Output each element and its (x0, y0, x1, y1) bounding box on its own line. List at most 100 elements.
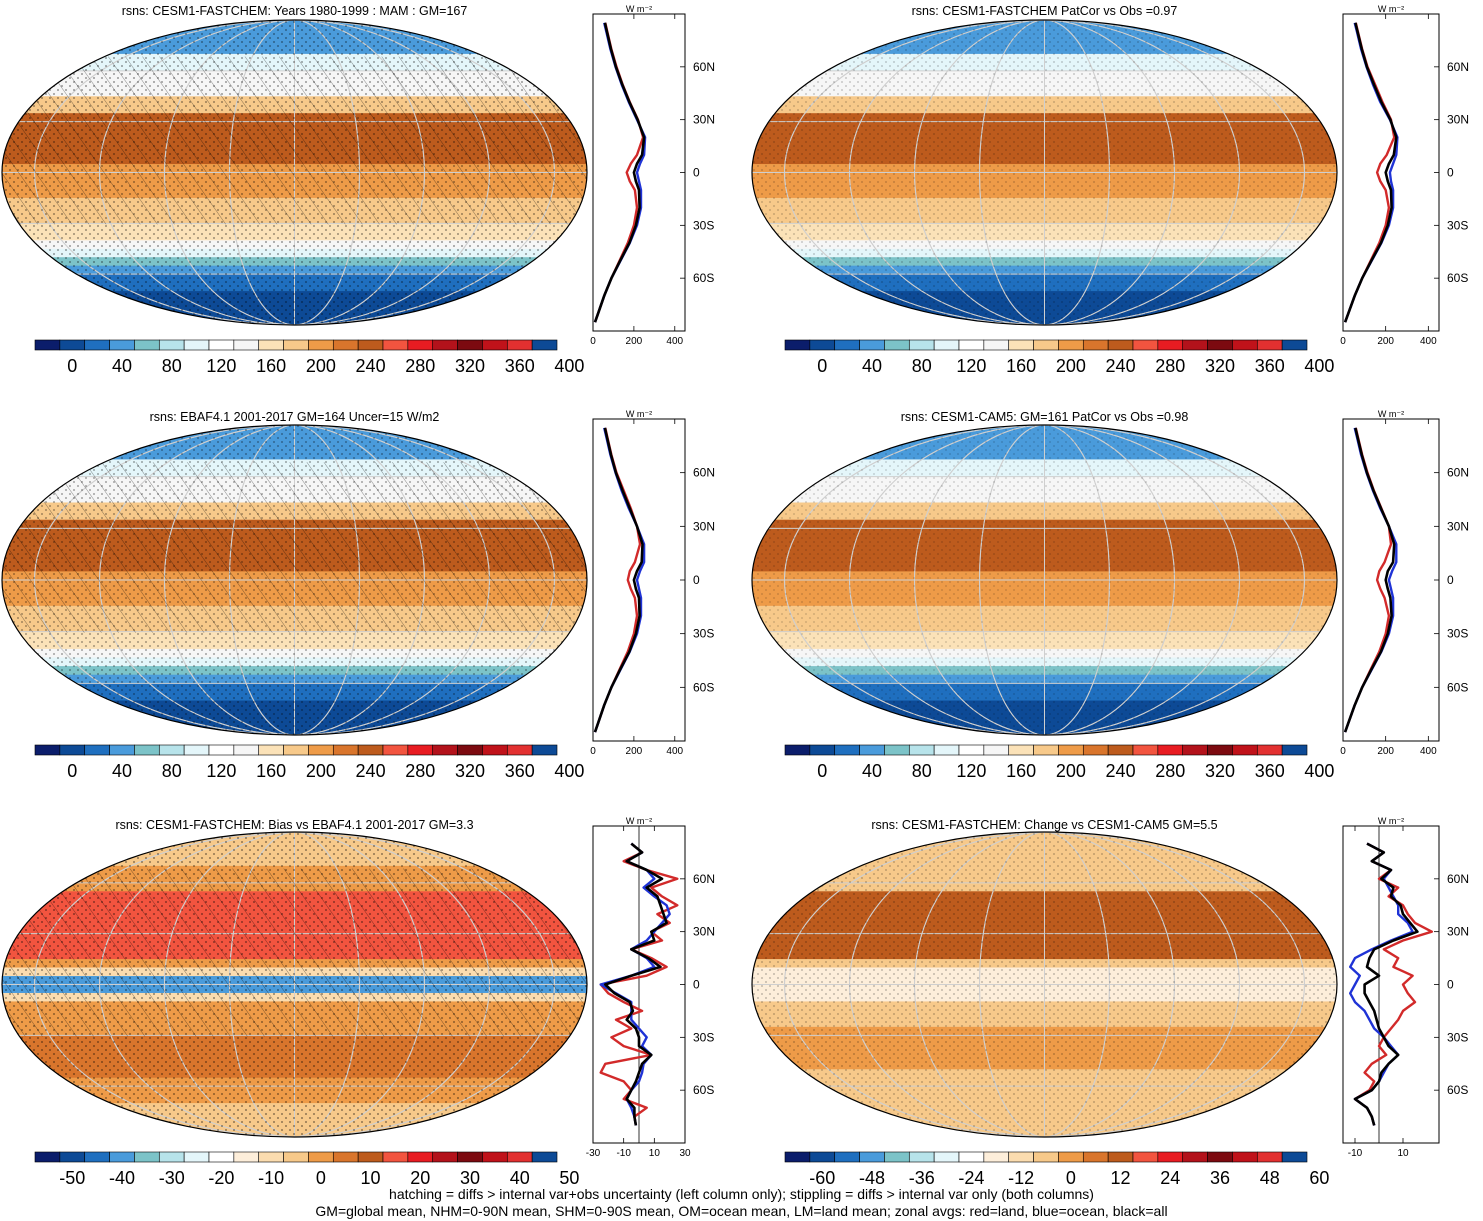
colorbar-swatch (407, 1151, 434, 1163)
colorbar-swatch (258, 339, 284, 351)
colorbar-swatch (1082, 1151, 1109, 1163)
colorbar-tick-label: -50 (59, 1168, 85, 1188)
colorbar-tick-label: 200 (1056, 761, 1086, 781)
colorbar-tick-label: 200 (306, 761, 336, 781)
colorbar-tick-label: 12 (1111, 1168, 1131, 1188)
colorbar-tick-label: -60 (809, 1168, 835, 1188)
colorbar-tick-label: 200 (306, 356, 336, 376)
zonal-x-tick-label: -30 (586, 1148, 601, 1159)
colorbar-swatch (158, 744, 185, 756)
colorbar-tick-label: 48 (1260, 1168, 1280, 1188)
colorbar-tick-label: 360 (1255, 761, 1285, 781)
panel-title: rsns: CESM1-FASTCHEM: Change vs CESM1-CA… (871, 818, 1217, 832)
zonal-line-all (593, 427, 644, 733)
zonal-lat-label: 0 (693, 573, 700, 587)
map-p2 (752, 20, 1337, 325)
colorbar-tick-label: -48 (859, 1168, 885, 1188)
colorbar-swatch (59, 339, 86, 351)
panel-title: rsns: CESM1-CAM5: GM=161 PatCor vs Obs =… (901, 410, 1189, 424)
colorbar-tick-label: 360 (505, 356, 535, 376)
zonal-line-all (1353, 842, 1419, 1126)
colorbar-tick-label: 200 (1056, 356, 1086, 376)
hatching (2, 56, 587, 225)
colorbar-tick-label: 400 (1304, 761, 1334, 781)
colorbar-tick-label: -30 (159, 1168, 185, 1188)
panel-title: rsns: CESM1-FASTCHEM: Bias vs EBAF4.1 20… (115, 818, 473, 832)
colorbar-swatch (531, 744, 558, 756)
colorbar-tick-label: 30 (460, 1168, 480, 1188)
colorbar-swatch (482, 744, 508, 756)
colorbar-swatch (432, 339, 458, 351)
map-outline (1, 19, 588, 326)
colorbar-swatch (332, 339, 359, 351)
colorbar-swatch (834, 1151, 860, 1163)
colorbar-swatch (432, 744, 458, 756)
colorbar-swatch (784, 1151, 811, 1163)
colorbar-swatch (382, 1151, 409, 1163)
colorbar-swatch (933, 1151, 960, 1163)
colorbar-swatch (1256, 1151, 1283, 1163)
colorbar-tick-label: 400 (554, 356, 584, 376)
zonal-line-all (593, 22, 646, 323)
zonal-lat-label: 30S (693, 627, 714, 641)
colorbar-tick-label: 40 (862, 356, 882, 376)
colorbar-swatch (34, 1151, 61, 1163)
colorbar-swatch (1132, 339, 1159, 351)
colorbar-swatch (457, 744, 483, 756)
zonal-line-all (1343, 427, 1396, 733)
zonal-x-tick-label: -10 (1348, 1148, 1363, 1159)
colorbar-swatch (834, 339, 860, 351)
colorbar-swatch (834, 744, 860, 756)
colorbar-swatch (208, 744, 235, 756)
colorbar-swatch (84, 339, 110, 351)
map-p5 (2, 832, 587, 1137)
colorbar-tick-label: 0 (316, 1168, 326, 1188)
colorbar-swatch (809, 744, 836, 756)
zonal-lat-label: 60N (1447, 466, 1469, 480)
colorbar-swatch (1033, 339, 1059, 351)
zonal-lat-label: 30N (693, 519, 715, 533)
colorbar-tick-label: 24 (1160, 1168, 1180, 1188)
colorbar-swatch (158, 1151, 185, 1163)
colorbar-swatch (134, 744, 160, 756)
colorbar-tick-label: 40 (862, 761, 882, 781)
colorbar-tick-label: -10 (258, 1168, 284, 1188)
colorbar-swatch (357, 744, 384, 756)
colorbar-swatch (308, 1151, 334, 1163)
colorbar-swatch (382, 339, 409, 351)
colorbar-swatch (859, 744, 885, 756)
colorbar-swatch (482, 1151, 508, 1163)
colorbar-swatch (1207, 339, 1233, 351)
colorbar-swatch (183, 339, 210, 351)
zonal-panel-p3: 0 200 400 60N 30N 0 30S 60S W m⁻² (590, 409, 715, 757)
panel-title: rsns: CESM1-FASTCHEM: Years 1980-1999 : … (122, 4, 468, 18)
panel-title: rsns: EBAF4.1 2001-2017 GM=164 Uncer=15 … (150, 410, 440, 424)
map-outline (751, 19, 1338, 326)
colorbar-swatch (109, 744, 135, 756)
zonal-unit-label: W m⁻² (626, 816, 652, 826)
colorbar-tick-label: 0 (817, 356, 827, 376)
colorbar-swatch (884, 339, 910, 351)
zonal-frame (1342, 418, 1440, 742)
zonal-lat-label: 30N (693, 113, 715, 127)
colorbar-swatch (283, 744, 309, 756)
zonal-lat-label: 0 (1447, 978, 1454, 992)
zonal-unit-label: W m⁻² (626, 409, 652, 419)
colorbar-swatch (784, 339, 811, 351)
zonal-x-tick-label: 0 (1340, 746, 1346, 757)
colorbar-swatch (208, 1151, 235, 1163)
colorbar-swatch (1232, 744, 1258, 756)
colorbar-tick-label: 360 (1255, 356, 1285, 376)
zonal-lat-label: 60N (693, 466, 715, 480)
colorbar-swatch (1058, 744, 1084, 756)
zonal-lat-label: 0 (693, 978, 700, 992)
colorbar-tick-label: 120 (206, 761, 236, 781)
zonal-x-tick-label: 200 (1377, 746, 1394, 757)
zonal-lat-label: 0 (1447, 573, 1454, 587)
colorbar-swatch (1207, 1151, 1233, 1163)
colorbar-tick-label: 240 (1106, 356, 1136, 376)
colorbar-tick-label: -36 (909, 1168, 935, 1188)
colorbar-tick-label: 320 (455, 356, 485, 376)
colorbar-tick-label: 0 (817, 761, 827, 781)
colorbar-swatch (134, 339, 160, 351)
